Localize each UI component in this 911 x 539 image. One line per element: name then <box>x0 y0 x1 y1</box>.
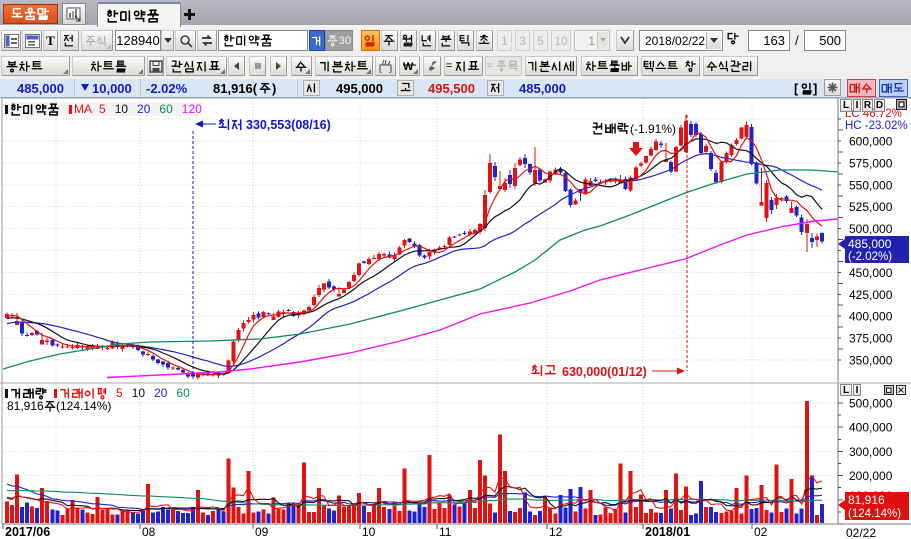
svg-text:02/22: 02/22 <box>846 526 876 539</box>
svg-text:600,000: 600,000 <box>849 135 893 149</box>
svg-text:485,000: 485,000 <box>848 237 892 251</box>
svg-text:2018/01: 2018/01 <box>645 525 690 539</box>
svg-text:500,000: 500,000 <box>849 222 893 236</box>
svg-text:08: 08 <box>142 525 156 539</box>
svg-text:HC -23.02%: HC -23.02% <box>845 120 908 132</box>
svg-text:400,000: 400,000 <box>849 421 893 435</box>
svg-text:575,000: 575,000 <box>849 156 893 170</box>
svg-text:630,000(01/12): 630,000(01/12) <box>562 365 647 379</box>
svg-text:375,000: 375,000 <box>849 332 893 346</box>
svg-text:500,000: 500,000 <box>849 397 893 411</box>
svg-text:300,000: 300,000 <box>849 445 893 459</box>
svg-text:330,553(08/16): 330,553(08/16) <box>246 118 331 132</box>
svg-text:350,000: 350,000 <box>849 354 893 368</box>
svg-text:11: 11 <box>439 525 452 539</box>
svg-text:02: 02 <box>754 525 768 539</box>
svg-text:12: 12 <box>549 525 563 539</box>
svg-text:W: W <box>403 61 414 72</box>
svg-text:450,000: 450,000 <box>849 266 893 280</box>
svg-text:(-2.02%): (-2.02%) <box>848 251 892 263</box>
svg-text:(124.14%): (124.14%) <box>848 508 901 520</box>
svg-text:10: 10 <box>362 525 376 539</box>
svg-text:81,916: 81,916 <box>848 493 885 507</box>
svg-text:2017/06: 2017/06 <box>5 525 50 539</box>
svg-text:550,000: 550,000 <box>849 178 893 192</box>
svg-text:525,000: 525,000 <box>849 200 893 214</box>
svg-text:(-1.91%): (-1.91%) <box>630 122 676 136</box>
svg-text:400,000: 400,000 <box>849 310 893 324</box>
svg-text:200,000: 200,000 <box>849 469 893 483</box>
svg-text:09: 09 <box>255 525 269 539</box>
svg-text:425,000: 425,000 <box>849 288 893 302</box>
